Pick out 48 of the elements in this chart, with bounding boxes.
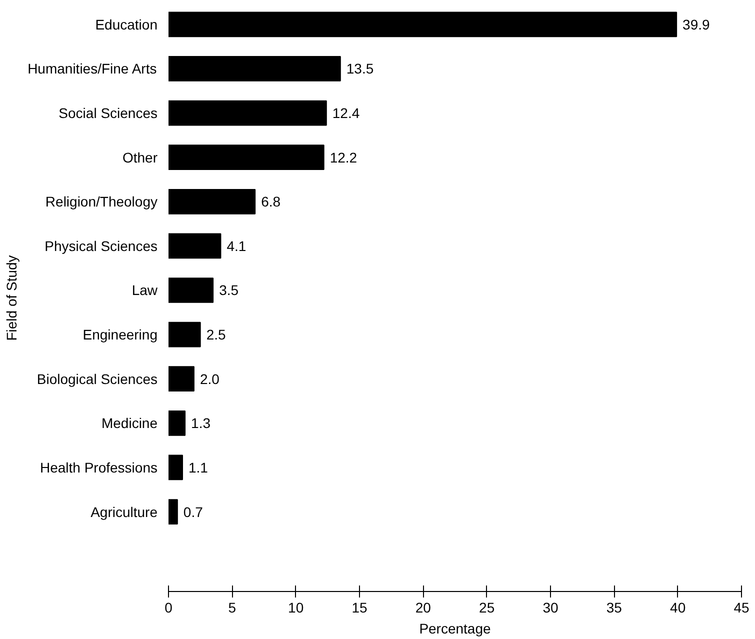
y-tick-label: Agriculture: [90, 504, 158, 520]
bar: [168, 56, 341, 82]
y-tick-label: Health Professions: [40, 459, 158, 476]
data-label: 2.5: [206, 326, 226, 343]
bar: [168, 454, 184, 480]
x-tick-label: 5: [228, 600, 236, 616]
bar: [168, 188, 256, 214]
bar: [168, 278, 214, 303]
data-label: 12.4: [332, 105, 360, 122]
x-tick-label: 35: [606, 600, 622, 616]
bar: [168, 322, 201, 348]
data-label: 1.1: [188, 459, 208, 476]
bar: [168, 499, 178, 524]
data-label: 39.9: [682, 16, 710, 32]
x-tick-label: 10: [288, 600, 304, 616]
y-tick-label: Biological Sciences: [36, 370, 158, 387]
y-tick-label: Other: [122, 149, 158, 166]
y-tick-label: Religion/Theology: [45, 194, 158, 210]
data-label: 6.8: [261, 194, 281, 210]
x-tick-label: 40: [670, 600, 686, 616]
y-tick-label: Education: [95, 16, 158, 32]
data-label: 2.0: [200, 370, 220, 387]
bar: [168, 233, 222, 259]
x-tick-label: 30: [542, 600, 558, 616]
x-tick-label: 0: [164, 600, 173, 616]
data-label: 4.1: [226, 238, 246, 254]
bar: [168, 410, 186, 436]
y-axis-title: Field of Study: [4, 255, 20, 341]
x-tick-label: 20: [415, 600, 432, 616]
x-tick-label: 25: [479, 600, 495, 616]
y-tick-label: Social Sciences: [58, 105, 158, 122]
x-tick-label: 45: [734, 600, 750, 616]
bar: [168, 12, 678, 38]
data-label: 13.5: [346, 60, 374, 77]
bar: [168, 100, 327, 126]
x-axis-title: Percentage: [419, 620, 492, 636]
y-tick-label: Engineering: [82, 326, 158, 343]
y-tick-label: Medicine: [101, 415, 158, 432]
data-label: 3.5: [219, 282, 239, 298]
bar: [168, 366, 194, 392]
data-label: 1.3: [191, 415, 211, 432]
y-tick-label: Law: [132, 282, 158, 298]
x-tick-label: 15: [352, 600, 368, 616]
y-tick-label: Physical Sciences: [44, 238, 158, 254]
y-tick-label: Humanities/Fine Arts: [28, 60, 157, 77]
data-label: 0.7: [183, 504, 204, 520]
bar: [168, 144, 324, 170]
data-label: 12.2: [330, 149, 358, 166]
